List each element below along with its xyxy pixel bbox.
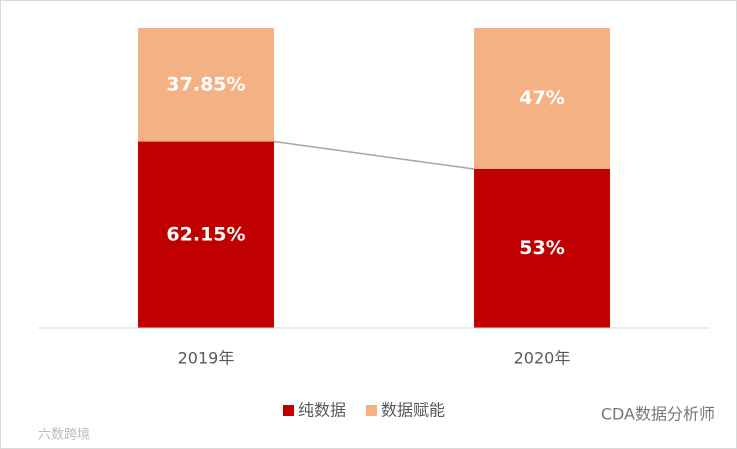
bar-segment <box>138 141 274 328</box>
value-label: 37.85% <box>166 73 245 95</box>
connector-line <box>273 140 475 170</box>
x-tick-label: 2020年 <box>514 349 571 368</box>
bar-segment <box>474 28 610 169</box>
legend-label: 纯数据 <box>298 401 346 420</box>
value-label: 53% <box>519 237 564 259</box>
bar-segment <box>474 169 610 328</box>
x-tick-label: 2019年 <box>178 349 235 368</box>
watermark: 六数跨境 <box>38 428 90 443</box>
value-label: 62.15% <box>166 223 245 245</box>
value-label: 47% <box>519 87 564 109</box>
legend-swatch <box>283 405 294 416</box>
legend-label: 数据赋能 <box>381 401 445 420</box>
watermark: CDA数据分析师 <box>601 405 715 424</box>
bar-segment <box>138 28 274 142</box>
legend-swatch <box>366 405 378 416</box>
